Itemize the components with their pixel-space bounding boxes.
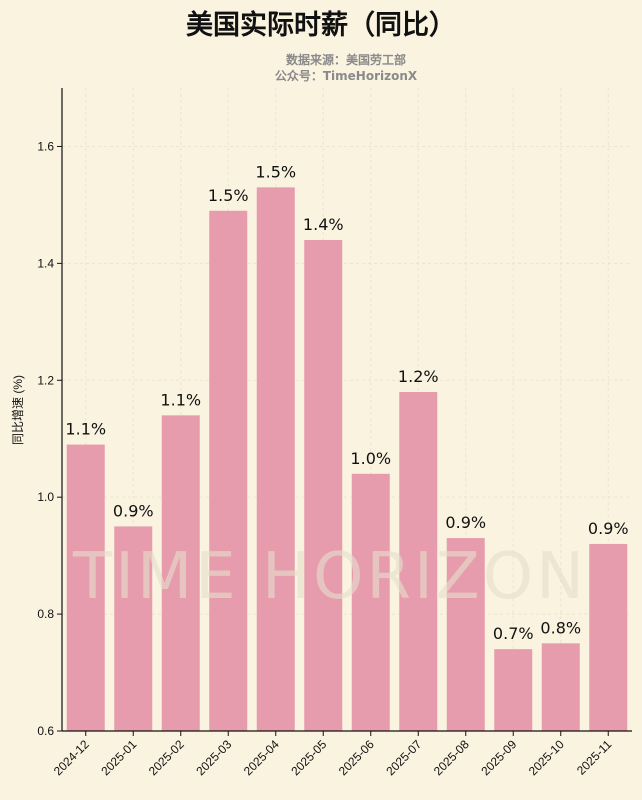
bar <box>446 538 485 731</box>
data-label: 1.5% <box>255 162 296 181</box>
bar <box>399 391 438 731</box>
y-tick-label: 1.4 <box>37 256 54 270</box>
bar <box>114 526 153 731</box>
x-tick-label: 2025-04 <box>241 737 282 778</box>
y-tick-label: 1.2 <box>37 373 54 387</box>
bar <box>161 415 200 731</box>
y-axis-label: 同比增速 (%) <box>11 375 25 445</box>
x-tick-label: 2025-01 <box>98 737 139 778</box>
data-label: 1.1% <box>65 420 106 439</box>
data-label: 1.2% <box>398 367 439 386</box>
watermark: TIME HORIZON <box>72 540 587 614</box>
x-tick-label: 2024-12 <box>51 737 92 778</box>
x-tick-label: 2025-07 <box>383 737 424 778</box>
x-tick-label: 2025-09 <box>478 737 519 778</box>
bar <box>66 444 105 731</box>
data-labels: 1.1% 0.9% 1.1% 1.5% 1.5% 1.4% 1.0% 1.2% 0.9% 0.7%… <box>65 162 628 643</box>
x-tick-label: 2025-03 <box>193 737 234 778</box>
bar <box>304 239 343 731</box>
chart-title: 美国实际时薪（同比） <box>186 9 456 41</box>
bar <box>494 649 533 731</box>
y-tick-label: 0.8 <box>37 607 54 621</box>
data-label: 1.5% <box>208 186 249 205</box>
data-label: 0.8% <box>540 618 581 637</box>
x-tick-label: 2025-11 <box>574 737 615 778</box>
bar <box>256 187 295 731</box>
y-tick-label: 1.0 <box>37 490 54 504</box>
data-label: 1.0% <box>350 449 391 468</box>
data-label: 0.9% <box>445 513 486 532</box>
data-label: 0.9% <box>588 519 629 538</box>
bar <box>541 643 580 731</box>
data-label: 0.9% <box>113 501 154 520</box>
data-label: 1.4% <box>303 215 344 234</box>
bars <box>66 187 628 732</box>
data-label: 0.7% <box>493 624 534 643</box>
y-tick-label: 0.6 <box>37 724 54 738</box>
bar <box>351 473 390 731</box>
chart-subtitle-account: 公众号：TimeHorizonX <box>275 68 418 83</box>
data-label: 1.1% <box>160 390 201 409</box>
x-tick-label: 2025-06 <box>336 737 377 778</box>
x-tick-label: 2025-05 <box>288 737 329 778</box>
y-tick-label: 1.6 <box>37 139 54 153</box>
bar <box>589 543 628 731</box>
x-tick-label: 2025-10 <box>526 737 567 778</box>
chart-subtitle-source: 数据来源：美国劳工部 <box>286 52 406 67</box>
bar <box>209 210 248 732</box>
x-tick-label: 2025-08 <box>431 737 472 778</box>
x-tick-label: 2025-02 <box>146 737 187 778</box>
